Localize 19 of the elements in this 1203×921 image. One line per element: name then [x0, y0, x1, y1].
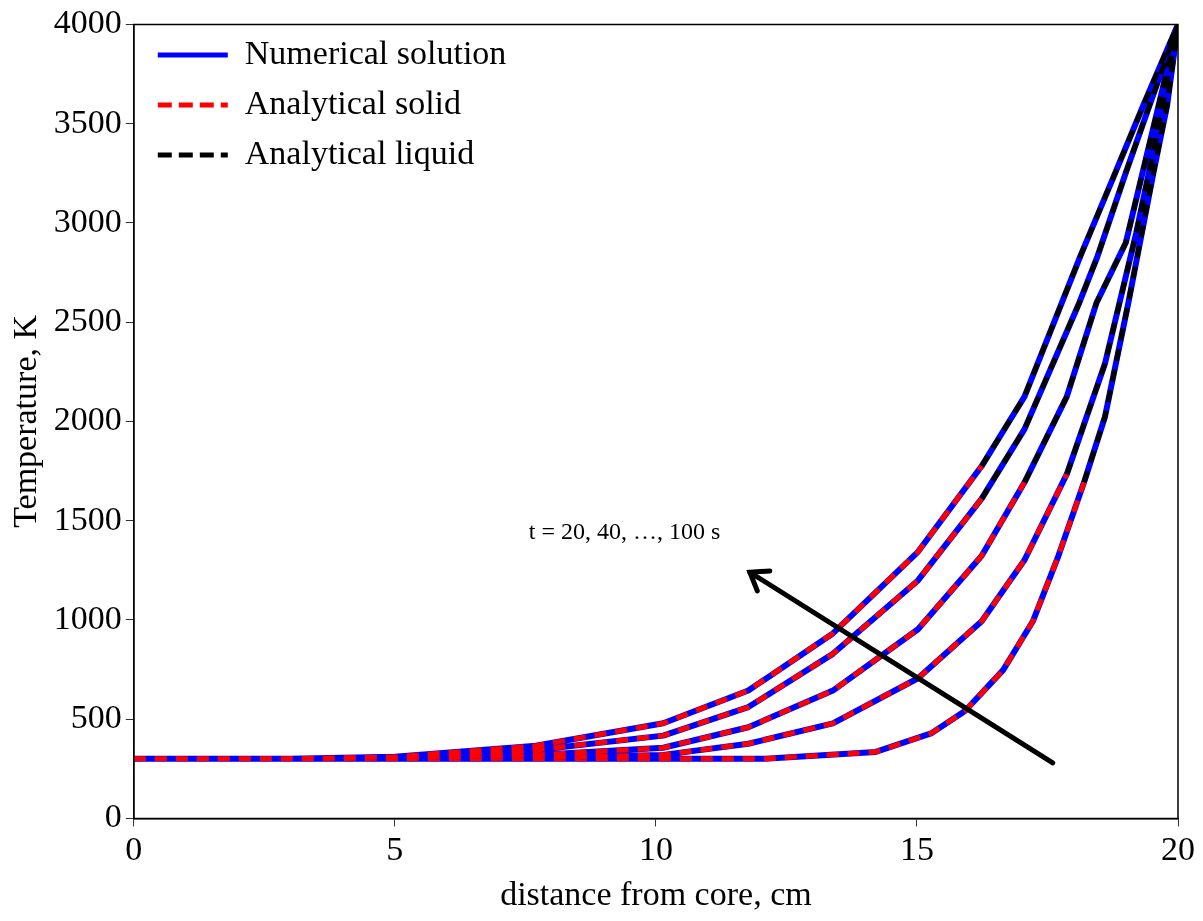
- x-axis-title: distance from core, cm: [500, 874, 812, 912]
- legend-label: Analytical liquid: [244, 133, 475, 171]
- y-tick-label: 500: [70, 698, 122, 736]
- x-tick-label: 5: [386, 829, 404, 867]
- legend-label: Numerical solution: [244, 33, 507, 71]
- y-tick-label: 0: [104, 797, 122, 835]
- y-axis-title: Temperature, K: [6, 314, 44, 528]
- x-tick-label: 15: [899, 829, 934, 867]
- y-tick-label: 3000: [53, 201, 122, 239]
- y-tick-label: 1500: [53, 499, 122, 537]
- x-tick-label: 20: [1161, 829, 1195, 867]
- y-tick-label: 2500: [53, 301, 122, 339]
- legend-label: Analytical solid: [244, 83, 462, 121]
- y-tick-label: 3500: [53, 102, 122, 140]
- y-tick-label: 4000: [53, 3, 122, 41]
- y-tick-label: 2000: [53, 400, 122, 438]
- x-tick-label: 10: [638, 829, 673, 867]
- y-tick-label: 1000: [53, 598, 122, 636]
- annotation: t = 20, 40, …, 100 s: [528, 517, 721, 544]
